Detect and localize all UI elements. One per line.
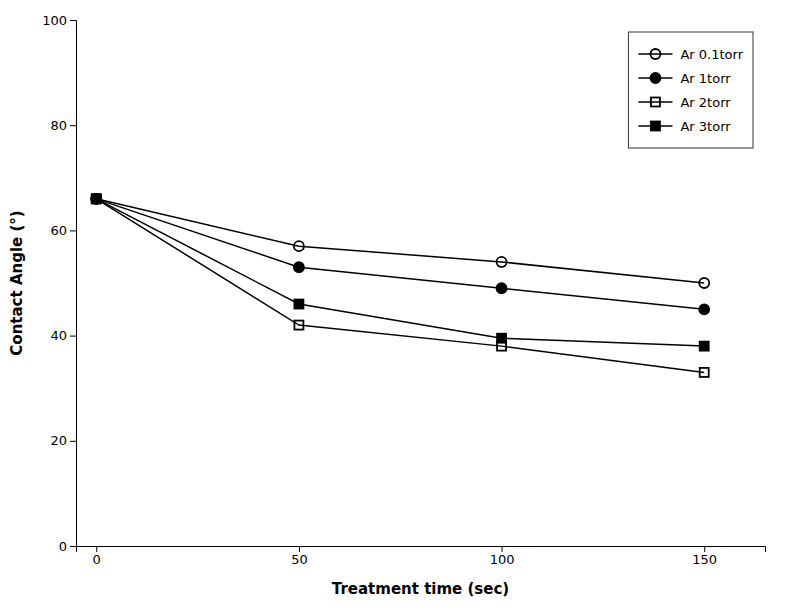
y-tick-label: 100: [42, 13, 67, 28]
data-point: [294, 241, 304, 251]
series-line: [96, 199, 704, 346]
y-tick-mark: [70, 546, 76, 547]
data-point: [497, 283, 507, 293]
y-tick: 20: [50, 433, 76, 448]
data-point: [294, 300, 303, 309]
y-axis-title: Contact Angle (°): [8, 210, 26, 355]
data-point: [700, 342, 709, 351]
x-tick-mark: [704, 546, 705, 552]
legend-item: Ar 2torr: [638, 95, 731, 110]
y-tick-mark: [70, 230, 76, 231]
data-point: [699, 304, 709, 314]
data-point: [294, 262, 304, 272]
y-tick: 100: [42, 13, 76, 28]
x-tick-mark: [299, 546, 300, 552]
y-axis: 0 20 40 60 80 100: [42, 13, 76, 554]
x-tick-label: 0: [93, 552, 101, 567]
legend: Ar 0.1torr Ar 1torr Ar 2torr Ar 3torr: [628, 32, 753, 148]
y-tick-label: 40: [50, 328, 67, 343]
y-tick-label: 20: [50, 433, 67, 448]
y-tick: 0: [59, 539, 76, 554]
data-point: [91, 194, 101, 204]
x-axis: 0 50 100 150: [77, 546, 766, 567]
y-tick: 80: [50, 118, 76, 133]
legend-item: Ar 1torr: [638, 71, 731, 86]
y-tick-label: 0: [59, 539, 67, 554]
x-axis-title: Treatment time (sec): [332, 580, 509, 598]
series-line: [96, 199, 704, 283]
data-point: [92, 194, 101, 203]
y-tick-label: 60: [50, 223, 67, 238]
x-tick: 150: [692, 546, 717, 567]
x-tick: 0: [93, 546, 101, 567]
y-tick: 40: [50, 328, 76, 343]
legend-marker: [651, 98, 660, 107]
series: [91, 194, 709, 288]
legend-label: Ar 0.1torr: [680, 47, 743, 62]
y-tick-label: 80: [50, 118, 67, 133]
legend-label: Ar 2torr: [680, 95, 731, 110]
y-tick-mark: [70, 20, 76, 21]
x-tick-label: 50: [291, 552, 308, 567]
legend-item: Ar 3torr: [638, 119, 731, 134]
series-line: [96, 199, 704, 309]
legend-marker: [650, 49, 660, 59]
legend-line: [638, 101, 672, 103]
legend-line: [638, 53, 672, 55]
x-tick-mark: [502, 546, 503, 552]
data-point: [294, 321, 303, 330]
data-point: [497, 257, 507, 267]
y-tick-mark: [70, 336, 76, 337]
legend-frame: [628, 32, 753, 148]
data-point: [699, 278, 709, 288]
x-axis-line: [77, 547, 766, 553]
x-tick: 50: [291, 546, 308, 567]
chart: 0 50 100 150 0 20 40 60 80 100 Treatment time (sec…: [0, 0, 789, 610]
y-tick-mark: [70, 125, 76, 126]
x-tick-label: 150: [692, 552, 717, 567]
series: [92, 194, 709, 377]
legend-marker: [650, 73, 660, 83]
x-tick-mark: [96, 546, 97, 552]
plot-area: [91, 194, 709, 377]
legend-marker: [651, 122, 660, 131]
series: [92, 194, 709, 350]
legend-item: Ar 0.1torr: [638, 47, 743, 62]
x-tick: 100: [490, 546, 515, 567]
data-point: [91, 194, 101, 204]
y-axis-line: [70, 21, 77, 547]
y-tick: 60: [50, 223, 76, 238]
legend-label: Ar 3torr: [680, 119, 731, 134]
y-tick-mark: [70, 441, 76, 442]
data-point: [497, 334, 506, 343]
legend-label: Ar 1torr: [680, 71, 731, 86]
x-tick-label: 100: [490, 552, 515, 567]
series-line: [96, 199, 704, 373]
data-point: [700, 368, 709, 377]
data-point: [92, 194, 101, 203]
